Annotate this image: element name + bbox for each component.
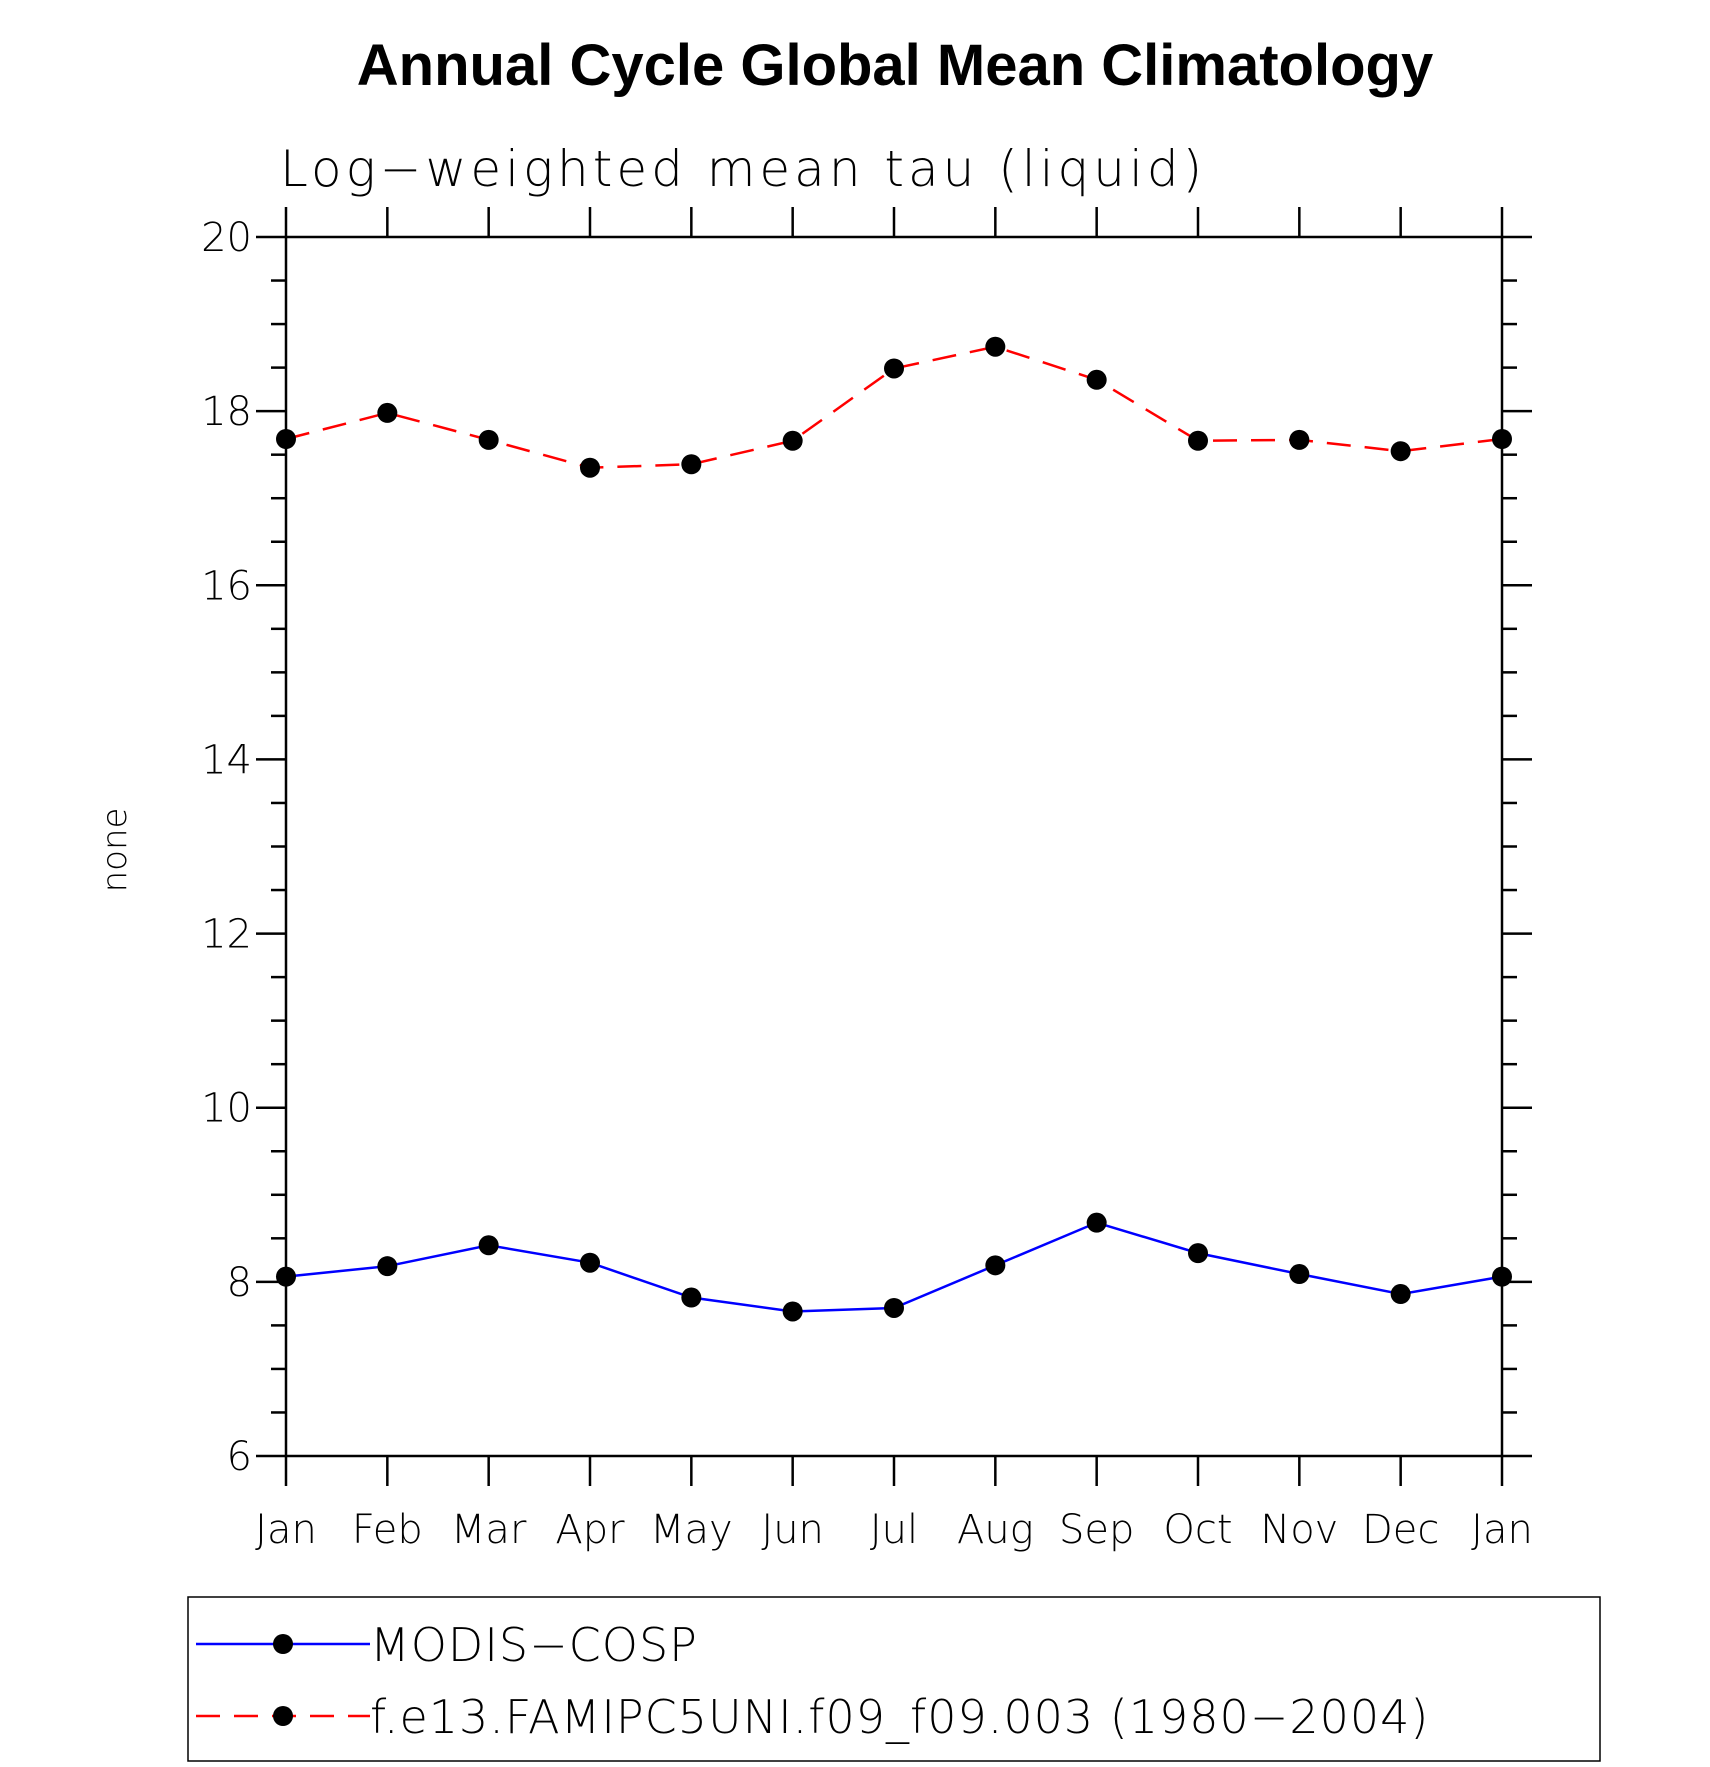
y-tick-label: 18 bbox=[201, 389, 252, 435]
x-tick-label: Jan bbox=[1471, 1507, 1533, 1553]
data-point-series-0 bbox=[377, 1256, 398, 1277]
data-point-series-1 bbox=[884, 358, 904, 379]
data-point-series-0 bbox=[985, 1255, 1006, 1276]
y-tick-label: 14 bbox=[201, 737, 252, 783]
legend-marker-series-0 bbox=[273, 1634, 293, 1654]
y-tick-label: 6 bbox=[227, 1434, 252, 1480]
x-tick-label: Aug bbox=[957, 1507, 1034, 1553]
plot-frame bbox=[284, 235, 1504, 1458]
y-tick-label: 10 bbox=[201, 1086, 252, 1132]
data-point-series-0 bbox=[276, 1266, 296, 1287]
data-point-series-1 bbox=[1289, 429, 1310, 450]
x-tick-label: Jun bbox=[761, 1507, 824, 1553]
data-point-series-1 bbox=[985, 336, 1006, 357]
y-axis-label: none bbox=[95, 808, 135, 893]
x-tick-label: Nov bbox=[1260, 1507, 1338, 1553]
data-point-series-1 bbox=[1188, 430, 1208, 451]
data-point-series-0 bbox=[580, 1252, 600, 1273]
data-point-series-1 bbox=[580, 457, 600, 478]
data-point-series-0 bbox=[884, 1297, 904, 1318]
axes bbox=[284, 235, 1504, 1458]
x-tick-label: Sep bbox=[1059, 1507, 1134, 1553]
chart-title: Annual Cycle Global Mean Climatology bbox=[357, 33, 1433, 98]
data-point-series-1 bbox=[1390, 441, 1411, 462]
data-point-series-1 bbox=[782, 430, 803, 451]
data-point-series-0 bbox=[1492, 1266, 1512, 1287]
data-point-series-0 bbox=[681, 1287, 702, 1308]
x-tick-label: Feb bbox=[352, 1507, 423, 1553]
x-ticks: Jan Feb Mar Apr May Jun Jul Aug Sep Oct Nov Dec Jan bbox=[255, 207, 1533, 1553]
legend-label-series-1: f.e13.FAMIPC5UNI.f09_f09.003 (1980−2004) bbox=[370, 1690, 1429, 1744]
data-point-series-0 bbox=[1188, 1243, 1208, 1264]
data-point-series-1 bbox=[377, 402, 398, 423]
data-point-series-1 bbox=[681, 454, 702, 475]
y-tick-label: 12 bbox=[201, 912, 252, 958]
x-tick-label: May bbox=[650, 1507, 733, 1553]
y-ticks: 6 8 10 12 14 16 18 20 bbox=[201, 215, 1532, 1480]
x-tick-label: Mar bbox=[451, 1507, 527, 1553]
data-point-series-0 bbox=[782, 1301, 803, 1322]
data-point-series-0 bbox=[1086, 1212, 1107, 1233]
data-point-series-0 bbox=[478, 1235, 499, 1256]
chart-subtitle: Log−weighted mean tau (liquid) bbox=[280, 140, 1206, 198]
legend: MODIS−COSP f.e13.FAMIPC5UNI.f09_f09.003 … bbox=[187, 1596, 1601, 1762]
x-tick-label: Apr bbox=[555, 1507, 625, 1553]
y-tick-label: 20 bbox=[201, 215, 252, 261]
series-layer bbox=[276, 336, 1512, 1322]
legend-label-series-0: MODIS−COSP bbox=[370, 1618, 698, 1672]
data-point-series-1 bbox=[276, 429, 296, 450]
data-point-series-0 bbox=[1289, 1264, 1310, 1285]
x-tick-label: Dec bbox=[1362, 1507, 1439, 1553]
legend-box bbox=[187, 1596, 1601, 1762]
x-tick-label: Oct bbox=[1163, 1507, 1232, 1553]
x-tick-label: Jan bbox=[255, 1507, 317, 1553]
y-tick-label: 16 bbox=[201, 563, 252, 609]
data-point-series-1 bbox=[1492, 429, 1512, 450]
data-point-series-1 bbox=[1086, 369, 1107, 390]
y-tick-label: 8 bbox=[227, 1260, 252, 1306]
legend-marker-series-1 bbox=[273, 1706, 293, 1726]
data-point-series-1 bbox=[478, 429, 499, 450]
data-point-series-0 bbox=[1390, 1284, 1411, 1305]
x-tick-label: Jul bbox=[870, 1507, 918, 1553]
